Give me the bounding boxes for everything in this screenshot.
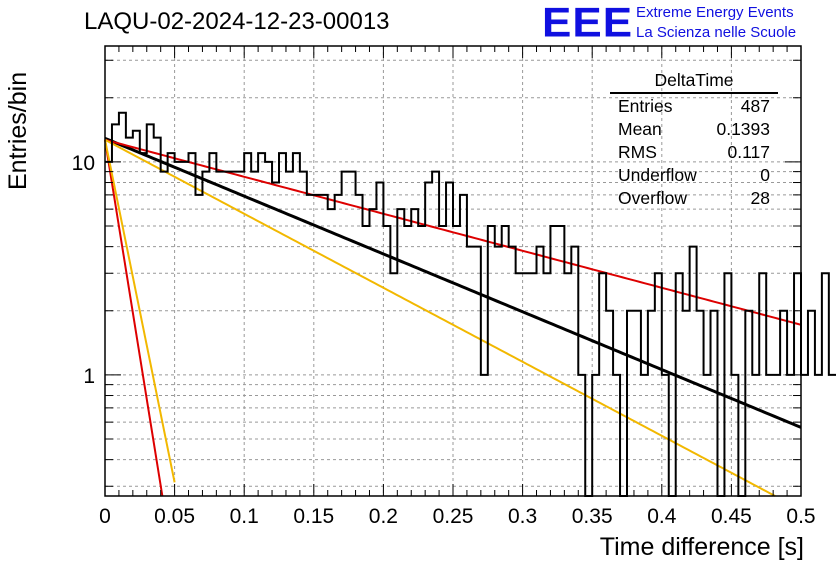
stats-value: 28 [750, 188, 770, 208]
x-tick-label: 0.05 [154, 505, 195, 528]
y-axis-label: Entries/bin [4, 71, 32, 190]
x-tick-label: 0.5 [786, 505, 815, 528]
fit-curve-3 [104, 139, 164, 497]
x-tick-label: 0.45 [711, 505, 752, 528]
x-tick-label: 0.1 [230, 505, 259, 528]
stats-label: RMS [618, 142, 657, 162]
stats-value: 0.117 [727, 142, 771, 162]
stats-label: Overflow [618, 188, 688, 208]
x-tick-label: 0 [99, 505, 111, 528]
x-tick-label: 0.35 [572, 505, 613, 528]
x-tick-label: 0.4 [647, 505, 677, 528]
y-tick-label: 1 [83, 365, 95, 388]
axis-ticks [104, 46, 802, 496]
logo-line-1: Extreme Energy Events [636, 4, 794, 21]
stats-row-mean: Mean 0.1393 [610, 118, 778, 141]
fit-curve-2 [104, 138, 802, 326]
stats-row-underflow: Underflow 0 [610, 164, 778, 187]
x-tick-label: 0.15 [293, 505, 334, 528]
fit-curve-1 [104, 136, 802, 429]
stats-label: Underflow [618, 165, 697, 185]
histogram [105, 111, 836, 497]
histogram-line [105, 111, 836, 497]
fit-curves [104, 136, 802, 497]
x-axis-label: Time difference [s] [599, 533, 804, 561]
stats-value: 0.1393 [716, 119, 770, 139]
logo-line-2: La Scienza nelle Scuole [636, 24, 797, 41]
stats-box: DeltaTime Entries 487 Mean 0.1393 RMS 0.… [610, 70, 778, 210]
eee-logo: EEE [542, 0, 634, 46]
fit-curve-5 [104, 139, 176, 483]
fit-curve-4 [104, 138, 776, 497]
x-tick-label: 0.3 [508, 505, 537, 528]
x-tick-label: 0.2 [369, 505, 398, 528]
y-tick-label: 10 [72, 152, 95, 175]
plot-title: LAQU-02-2024-12-23-00013 [84, 8, 390, 35]
stats-label: Entries [618, 96, 673, 116]
stats-row-rms: RMS 0.117 [610, 141, 778, 164]
x-tick-label: 0.25 [433, 505, 474, 528]
tick-labels: 0 0.05 0.1 0.15 0.2 0.25 0.3 0.35 0.4 0.45 0.5 1 10 [72, 152, 816, 528]
stats-label: Mean [618, 119, 662, 139]
stats-value: 0 [760, 165, 770, 185]
stats-row-overflow: Overflow 28 [610, 187, 778, 210]
stats-row-entries: Entries 487 [610, 95, 778, 118]
stats-title: DeltaTime [610, 70, 778, 94]
stats-value: 487 [740, 96, 770, 116]
